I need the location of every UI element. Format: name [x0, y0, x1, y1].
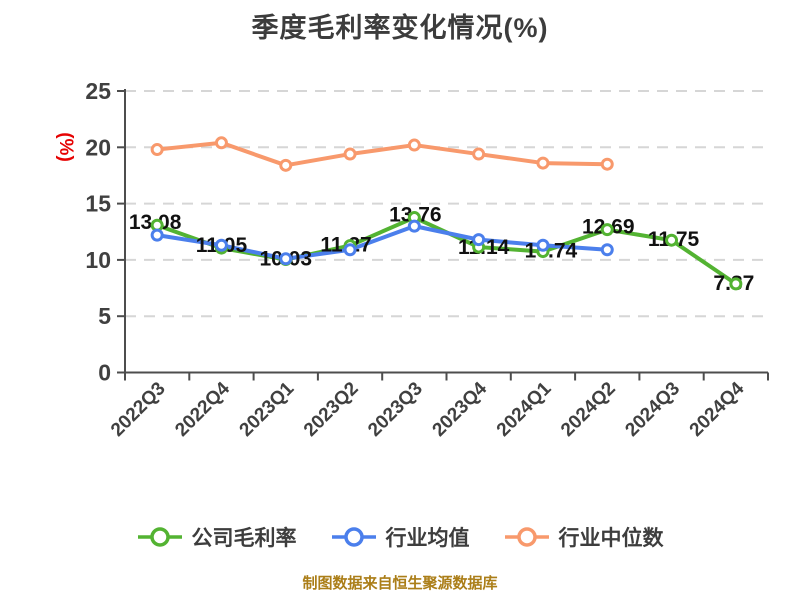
y-axis-label-15: 15: [85, 191, 111, 217]
x-axis-label-2022Q4: 2022Q4: [171, 378, 234, 441]
data-point-industry-average-2024Q1: [536, 238, 550, 252]
legend-label-company-gross-margin: 公司毛利率: [191, 527, 297, 550]
legend-item-company-gross-margin[interactable]: 公司毛利率: [137, 522, 297, 552]
data-point-industry-average-2024Q2: [600, 243, 614, 257]
legend-marker-industry-median: [504, 527, 549, 547]
data-point-industry-median-2024Q2: [600, 157, 614, 171]
data-point-industry-median-2023Q2: [343, 147, 357, 161]
data-label-2024Q1: 10.74: [525, 240, 578, 263]
data-point-industry-average-2022Q4: [214, 238, 228, 252]
x-axis-label-2024Q2: 2024Q2: [557, 378, 620, 441]
data-point-industry-median-2023Q1: [279, 158, 293, 172]
chart-title: 季度毛利率变化情况(%): [251, 13, 549, 43]
data-point-company-gross-margin-2024Q4: [729, 277, 743, 291]
x-axis-label-2023Q1: 2023Q1: [236, 378, 299, 441]
data-point-industry-average-2023Q4: [472, 233, 486, 247]
series-line-industry-average: [155, 224, 610, 261]
x-axis-label-2024Q4: 2024Q4: [686, 378, 749, 441]
data-point-industry-median-2022Q3: [150, 143, 164, 157]
legend: 公司毛利率 行业均值 行业中位数: [0, 522, 800, 552]
y-axis-label-10: 10: [85, 247, 111, 273]
legend-label-industry-median: 行业中位数: [558, 527, 664, 550]
y-axis-label-25: 25: [85, 78, 111, 104]
data-point-industry-median-2023Q4: [472, 147, 486, 161]
legend-item-industry-median[interactable]: 行业中位数: [504, 522, 664, 552]
data-point-industry-median-2022Q4: [214, 136, 228, 150]
data-point-company-gross-margin-2024Q3: [665, 233, 679, 247]
y-axis-label-0: 0: [98, 360, 111, 386]
data-point-industry-average-2023Q3: [407, 219, 421, 233]
x-axis-label-2023Q4: 2023Q4: [429, 378, 492, 441]
x-axis-label-2022Q3: 2022Q3: [107, 378, 170, 441]
x-axis-label-2024Q1: 2024Q1: [493, 378, 556, 441]
x-axis-label-2023Q3: 2023Q3: [364, 378, 427, 441]
x-axis-label-2023Q2: 2023Q2: [300, 378, 363, 441]
y-axis-label-20: 20: [85, 134, 111, 160]
data-point-industry-median-2024Q1: [536, 156, 550, 170]
legend-marker-industry-average: [331, 527, 376, 547]
y-axis-label-5: 5: [98, 303, 111, 329]
data-point-industry-median-2023Q3: [407, 138, 421, 152]
data-point-industry-average-2023Q1: [279, 252, 293, 266]
legend-marker-company-gross-margin: [137, 527, 182, 547]
series-line-industry-median: [155, 140, 610, 168]
data-point-industry-average-2023Q2: [343, 243, 357, 257]
data-point-company-gross-margin-2024Q2: [600, 223, 614, 237]
legend-item-industry-average[interactable]: 行业均值: [331, 522, 470, 552]
source-caption: 制图数据来自恒生聚源数据库: [302, 575, 498, 592]
data-point-industry-average-2022Q3: [150, 228, 164, 242]
legend-label-industry-average: 行业均值: [385, 527, 470, 550]
x-axis-label-2024Q3: 2024Q3: [621, 378, 684, 441]
